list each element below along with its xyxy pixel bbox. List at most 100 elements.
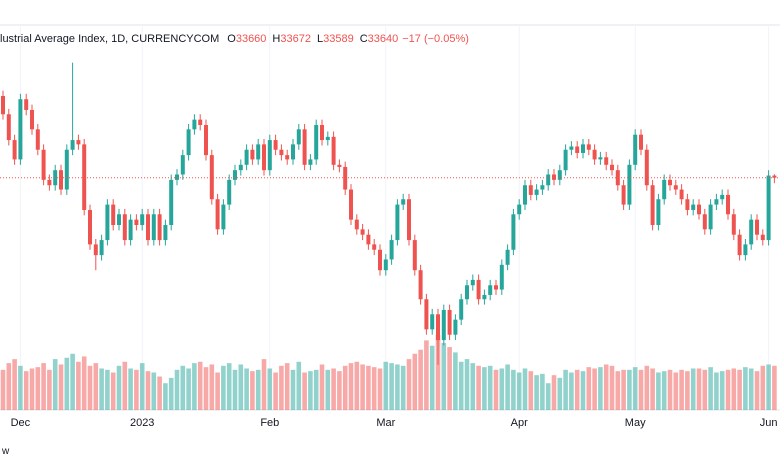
volume-bar [348,363,354,410]
candle-body [192,119,197,130]
volume-bar [209,364,215,410]
volume-bar [151,372,157,410]
candle-body [209,155,214,200]
candle-body [6,114,11,141]
candle-body [627,164,632,205]
candle-body [383,259,388,271]
volume-bar [667,369,673,410]
volume-bar [493,369,499,410]
candle-body [111,204,116,226]
volume-bar [540,373,545,410]
candle-body [482,294,487,300]
volume-bar [6,363,12,410]
candle-body [465,285,469,300]
candle-body [656,199,661,226]
volume-bar [574,369,580,410]
ohlc-key: H [272,33,281,45]
candle-body [726,194,730,215]
candle-body [198,119,203,126]
volume-bar [197,361,203,410]
candle-body [494,285,498,290]
volume-bar [174,369,180,410]
x-tick-label: May [625,417,646,429]
volume-bar [395,364,400,410]
candle-body [244,149,249,165]
candle-body [633,134,638,165]
x-tick-label: Feb [260,417,279,429]
volume-bar [313,369,319,410]
volume-bar [632,367,638,410]
volume-bar [505,364,510,410]
candle-body [639,134,643,150]
candle-body [233,170,237,180]
volume-bar [203,367,209,410]
candle-body [488,285,493,295]
volume-bar [215,372,220,410]
candle-body [291,144,295,160]
candle-body [517,204,522,215]
candle-body [720,194,725,200]
legend-header: lustrial Average Index, 1D, CURRENCYCOM O… [0,33,473,45]
volume-bar [719,371,725,410]
candle-body [436,314,440,341]
candle-body [99,240,104,256]
candle-body [24,99,29,110]
candle-body [41,149,46,180]
volume-bar [435,335,441,410]
volume-bar [569,372,574,410]
volume-bar [244,368,249,410]
candle-body [343,166,348,190]
volume-bar [12,359,17,410]
candle-body [337,164,342,167]
x-tick-label: Apr [511,417,528,429]
x-tick-label: Dec [11,417,31,429]
volume-bar [412,353,418,410]
candle-body [511,214,516,250]
candle-body [285,155,290,160]
volume-bar [52,359,58,410]
candle-body [685,199,690,210]
candle-body [644,149,649,186]
volume-bar [23,371,29,410]
volume-bar [29,368,35,410]
volume-bar [766,364,771,410]
candle-body [441,309,446,341]
volume-bar [302,372,307,410]
candle-body [256,144,261,160]
volume-bar [487,365,493,410]
candle-body [105,204,110,241]
candle-body [175,174,179,180]
candle-body [12,140,17,160]
candle-body [296,129,301,145]
candle-body [407,199,411,241]
volume-bar [81,356,87,410]
candle-body [650,185,655,226]
candle-body [557,170,562,180]
candle-body [731,214,736,235]
candle-body [766,175,771,241]
footer: w [2,446,10,457]
volume-bar [534,375,539,410]
volume-bar [772,365,777,410]
ohlc-key: C [359,33,368,45]
volume-bar [267,368,273,410]
candle-body [325,136,330,141]
candle-body [395,204,400,241]
volume-bar [673,372,679,410]
candle-body [215,199,220,230]
candle-body [470,279,475,286]
candle-body [302,129,307,165]
volume-bar [76,361,81,410]
volume-bar [563,369,568,410]
volume-bar [528,371,534,410]
volume-bar [644,365,650,410]
candle-body [53,170,58,186]
candle-body [581,144,585,153]
candle-body [575,146,580,153]
candle-body [204,125,208,156]
candle-body [151,214,156,241]
candle-body [122,214,127,241]
volume-bar [145,371,151,410]
